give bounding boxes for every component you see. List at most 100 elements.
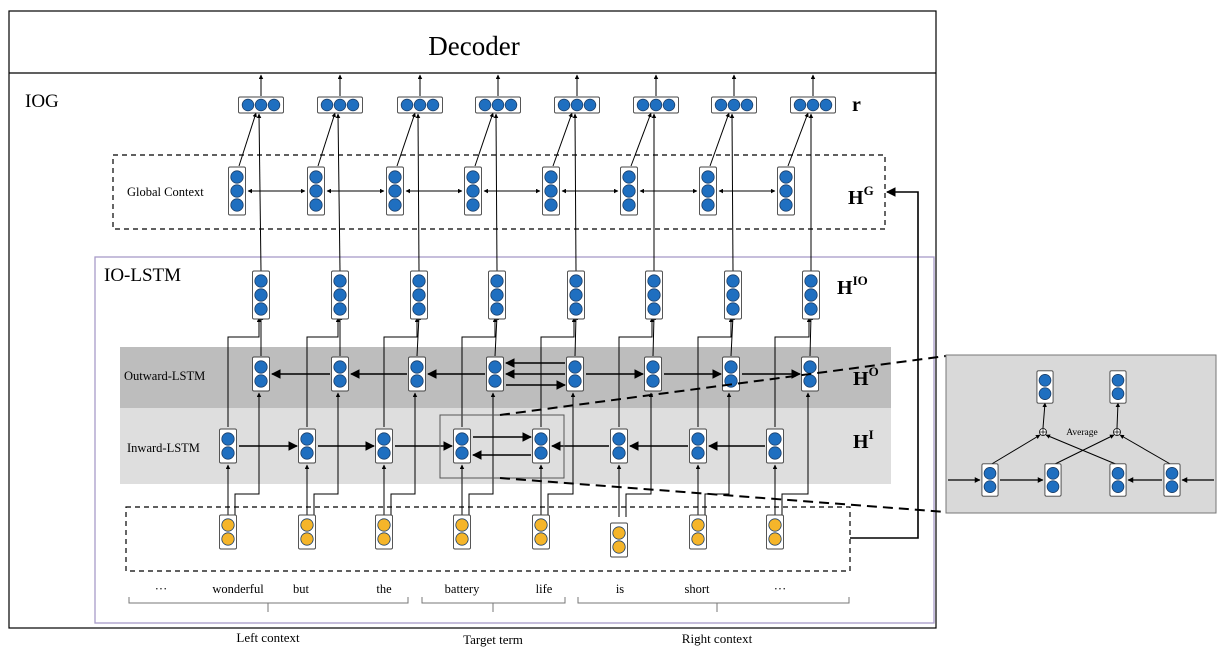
zoom-bottom-cell: [1163, 463, 1181, 497]
zoom-merge-line: [1045, 434, 1119, 466]
io-cell-unit: [490, 274, 504, 288]
inward-cell: [532, 428, 550, 464]
outward-lstm-label: Outward-LSTM: [124, 369, 205, 383]
global-to-r-line: [474, 112, 494, 167]
hg-label: HG: [848, 183, 874, 209]
outward-to-io-line: [730, 315, 736, 357]
global-context-cell-unit: [622, 170, 636, 184]
zoom-average-up-arrow: [1115, 402, 1121, 429]
inward-cell-unit: [612, 432, 626, 446]
outward-cell: [566, 356, 584, 392]
outward-to-io-line: [494, 315, 500, 357]
inward-lstm-label: Inward-LSTM: [127, 441, 200, 455]
inward-cell-unit: [534, 432, 548, 446]
embedding-cell-unit: [534, 532, 548, 546]
inward-to-io-line: [461, 317, 498, 427]
global-context-cell: [542, 166, 560, 216]
io-cell-unit: [412, 288, 426, 302]
average-plus-icon: [1113, 428, 1121, 436]
global-context-cell-unit: [544, 184, 558, 198]
word-label: battery: [445, 582, 480, 596]
embedding-cell-unit: [455, 532, 469, 546]
inward-cell: [610, 428, 628, 464]
global-context-cell-unit: [701, 170, 715, 184]
io-cell-unit: [490, 288, 504, 302]
embed-to-outward-line: [781, 392, 811, 517]
io-cell: [331, 270, 349, 320]
global-to-r-line: [552, 112, 573, 167]
embed-to-outward-line: [625, 392, 654, 517]
io-cell-unit: [726, 288, 740, 302]
global-context-cell-unit: [544, 198, 558, 212]
zoom-bottom-cell-unit: [1165, 480, 1179, 493]
r-cell: [633, 96, 679, 114]
io-lstm-box: [94, 256, 935, 624]
r-cell-unit: [491, 98, 505, 112]
io-cell-unit: [804, 288, 818, 302]
inward-cell: [298, 428, 316, 464]
inward-cell: [375, 428, 393, 464]
io-cell-unit: [647, 288, 661, 302]
io-cell: [410, 270, 428, 320]
word-label: the: [376, 582, 392, 596]
io-cell-unit: [254, 274, 268, 288]
r-cell-unit: [649, 98, 663, 112]
outward-cell: [486, 356, 504, 392]
global-context-cell-unit: [466, 198, 480, 212]
inward-cell-unit: [300, 446, 314, 460]
global-to-r-line: [396, 112, 416, 167]
io-cell-unit: [569, 302, 583, 316]
inward-cell-unit: [221, 446, 235, 460]
embed-to-outward-line: [234, 392, 262, 517]
outward-cell-unit: [724, 360, 738, 374]
embedding-cell-unit: [691, 518, 705, 532]
zoom-merge-line: [1052, 434, 1115, 466]
word-label: but: [293, 582, 310, 596]
inward-cell-unit: [300, 432, 314, 446]
global-context-cell-unit: [388, 198, 402, 212]
zoom-bottom-cell-unit: [983, 480, 997, 493]
r-cell-unit: [806, 98, 820, 112]
io-to-r-line: [493, 113, 499, 272]
inward-cell-unit: [377, 432, 391, 446]
inward-to-io-line: [774, 317, 812, 427]
embedding-cell-unit: [377, 532, 391, 546]
embedding-cell-unit: [300, 518, 314, 532]
r-cell-unit: [740, 98, 754, 112]
global-context-cell-unit: [466, 184, 480, 198]
zoom-top-cell-unit: [1111, 387, 1125, 400]
outward-cell-unit: [410, 374, 424, 388]
r-cell-unit: [267, 98, 281, 112]
io-to-r-line: [415, 113, 421, 272]
r-cell: [238, 96, 284, 114]
global-context-cell-unit: [230, 170, 244, 184]
global-context-cell: [620, 166, 638, 216]
inward-cell-unit: [377, 446, 391, 460]
io-cell-unit: [333, 302, 347, 316]
left-context-label: Left context: [236, 630, 300, 645]
r-label: r: [852, 94, 861, 116]
r-cell-unit: [727, 98, 741, 112]
embedding-box: [125, 506, 851, 572]
outward-cell: [331, 356, 349, 392]
zoom-merge-line: [1119, 434, 1173, 466]
zoom-bottom-cell: [981, 463, 999, 497]
embedding-cell-unit: [768, 532, 782, 546]
inward-cell-unit: [455, 432, 469, 446]
io-cell-unit: [804, 274, 818, 288]
r-cell-unit: [346, 98, 360, 112]
iog-label: IOG: [25, 91, 59, 112]
r-cell: [554, 96, 600, 114]
global-context-cell: [777, 166, 795, 216]
word-label: short: [685, 582, 711, 596]
r-cell-unit: [400, 98, 414, 112]
word-label: life: [536, 582, 553, 596]
outward-cell-unit: [410, 360, 424, 374]
global-context-cell-unit: [309, 170, 323, 184]
global-context-cell-unit: [701, 198, 715, 212]
inward-cell: [453, 428, 471, 464]
inward-cell-unit: [768, 446, 782, 460]
r-cell-unit: [636, 98, 650, 112]
embedding-cell: [298, 514, 316, 550]
io-to-r-line: [572, 113, 578, 272]
